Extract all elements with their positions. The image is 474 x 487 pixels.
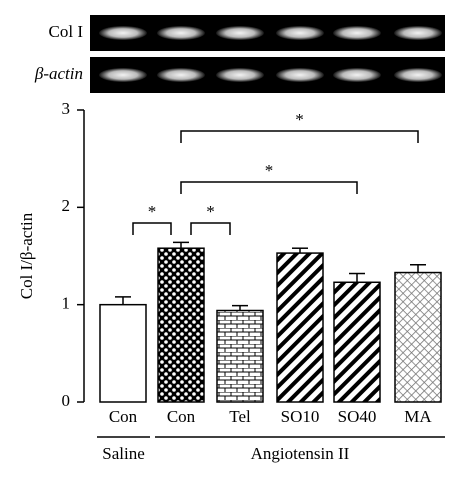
significance-label: *	[206, 202, 215, 221]
significance-label: *	[265, 161, 274, 180]
blot-band	[216, 26, 264, 40]
group-label: Angiotensin II	[251, 444, 350, 463]
x-tick-label: Con	[167, 407, 196, 426]
significance-bracket	[180, 181, 358, 194]
blot-band	[216, 68, 264, 82]
bar	[394, 271, 442, 403]
blots	[90, 15, 445, 93]
significance-label: *	[295, 110, 304, 129]
x-tick-label: SO10	[281, 407, 320, 426]
y-tick-label: 1	[62, 294, 71, 313]
significance-bracket	[180, 130, 419, 143]
blot-band	[157, 26, 205, 40]
blot-band	[276, 68, 324, 82]
blot-label: Col I	[49, 22, 84, 41]
x-tick-label: MA	[404, 407, 432, 426]
y-tick-label: 2	[62, 196, 71, 215]
blot-band	[99, 68, 147, 82]
bar	[99, 303, 147, 403]
blot-band	[276, 26, 324, 40]
significance-bracket	[190, 222, 231, 235]
blot-col1	[90, 15, 445, 51]
blot-band	[157, 68, 205, 82]
blot-band	[333, 68, 381, 82]
significance-label: *	[148, 202, 157, 221]
blot-label: β-actin	[34, 64, 83, 83]
x-tick-label: Tel	[229, 407, 251, 426]
blot-actin	[90, 57, 445, 93]
y-tick-label: 3	[62, 99, 71, 118]
bar	[216, 309, 264, 403]
y-tick-label: 0	[62, 391, 71, 410]
blot-band	[394, 68, 442, 82]
blot-band	[333, 26, 381, 40]
group-label: Saline	[102, 444, 145, 463]
blot-band	[394, 26, 442, 40]
bar	[276, 252, 324, 403]
bar	[333, 281, 381, 403]
x-tick-label: Con	[109, 407, 138, 426]
significance-bracket	[132, 222, 172, 235]
blot-band	[99, 26, 147, 40]
y-axis-label: Col I/β-actin	[17, 212, 36, 299]
bar	[157, 247, 205, 403]
x-tick-label: SO40	[338, 407, 377, 426]
